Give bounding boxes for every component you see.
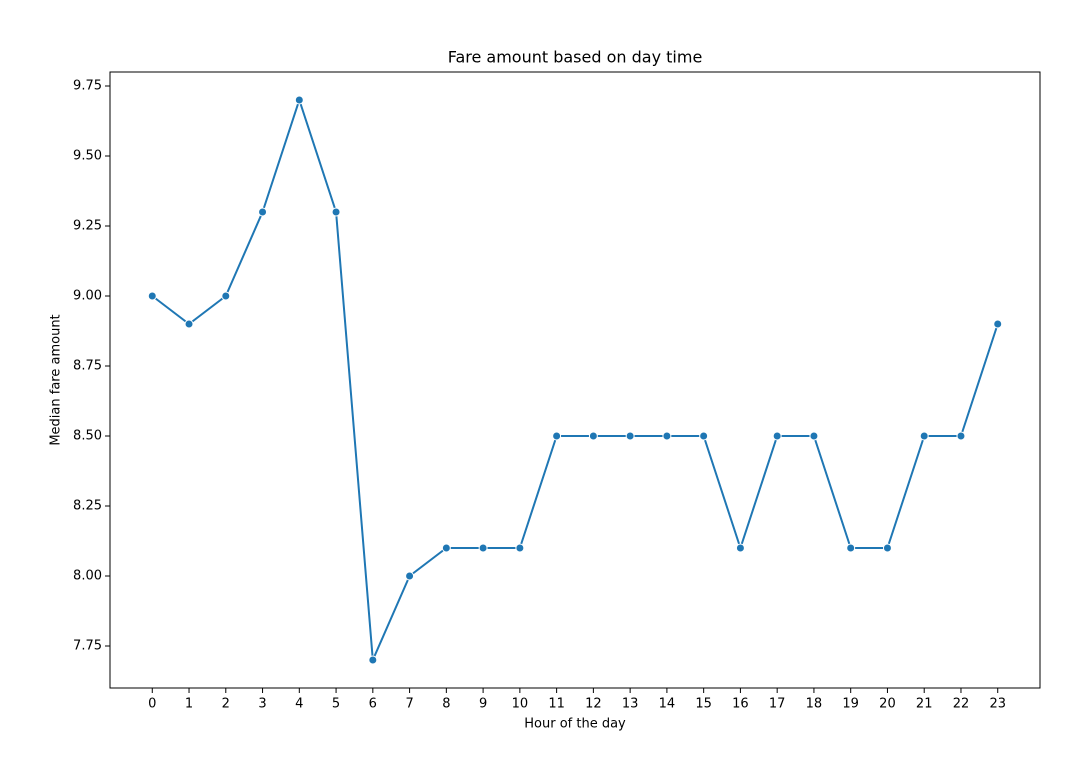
chart-title: Fare amount based on day time	[448, 48, 703, 67]
point	[368, 655, 378, 665]
line	[151, 96, 999, 661]
x-tick-label: 9	[479, 697, 487, 712]
point	[699, 431, 709, 441]
point	[478, 543, 488, 553]
x-tick-label: 2	[222, 697, 230, 712]
x-tick-label: 6	[369, 697, 377, 712]
x-tick-label: 13	[622, 697, 639, 712]
point	[772, 431, 782, 441]
y-axis-label: Median fare amount	[49, 314, 64, 445]
x-tick-label: 10	[512, 697, 529, 712]
x-tick-label: 12	[585, 697, 602, 712]
plot-frame	[109, 71, 1041, 689]
point	[956, 431, 966, 441]
point	[662, 431, 672, 441]
x-tick-label: 5	[332, 697, 340, 712]
x-tick-label: 11	[548, 697, 565, 712]
y-tick-label: 9.50	[73, 149, 102, 164]
point	[258, 207, 268, 217]
x-tick-label: 21	[916, 697, 933, 712]
x-axis-label: Hour of the day	[524, 717, 626, 732]
x-tick-label: 23	[989, 697, 1006, 712]
point	[846, 543, 856, 553]
y-tick-label: 8.25	[73, 499, 102, 514]
x-tick-label: 14	[659, 697, 676, 712]
y-tick-label: 9.25	[73, 219, 102, 234]
x-tick-label: 3	[258, 697, 266, 712]
point	[147, 291, 157, 301]
y-tick-label: 9.00	[73, 289, 102, 304]
y-tick-label: 8.50	[73, 429, 102, 444]
point	[552, 431, 562, 441]
x-tick-label: 1	[185, 697, 193, 712]
y-tick-label: 8.75	[73, 359, 102, 374]
x-tick-label: 16	[732, 697, 749, 712]
x-tick-label: 22	[953, 697, 970, 712]
y-tick-label: 7.75	[73, 639, 102, 654]
point	[441, 543, 451, 553]
point	[735, 543, 745, 553]
x-tick-label: 7	[405, 697, 413, 712]
point	[919, 431, 929, 441]
x-tick-label: 8	[442, 697, 450, 712]
point	[515, 543, 525, 553]
point	[588, 431, 598, 441]
point	[331, 207, 341, 217]
y-tick-label: 9.75	[73, 79, 102, 94]
point	[221, 291, 231, 301]
point	[184, 319, 194, 329]
x-tick-label: 4	[295, 697, 303, 712]
x-tick-label: 20	[879, 697, 896, 712]
x-tick-label: 18	[806, 697, 823, 712]
point	[993, 319, 1003, 329]
x-tick-label: 15	[695, 697, 712, 712]
point	[625, 431, 635, 441]
x-tick-label: 0	[148, 697, 156, 712]
x-tick-label: 19	[842, 697, 859, 712]
point	[882, 543, 892, 553]
x-tick-label: 17	[769, 697, 786, 712]
point	[809, 431, 819, 441]
point	[405, 571, 415, 581]
point	[294, 95, 304, 105]
y-tick-label: 8.00	[73, 569, 102, 584]
